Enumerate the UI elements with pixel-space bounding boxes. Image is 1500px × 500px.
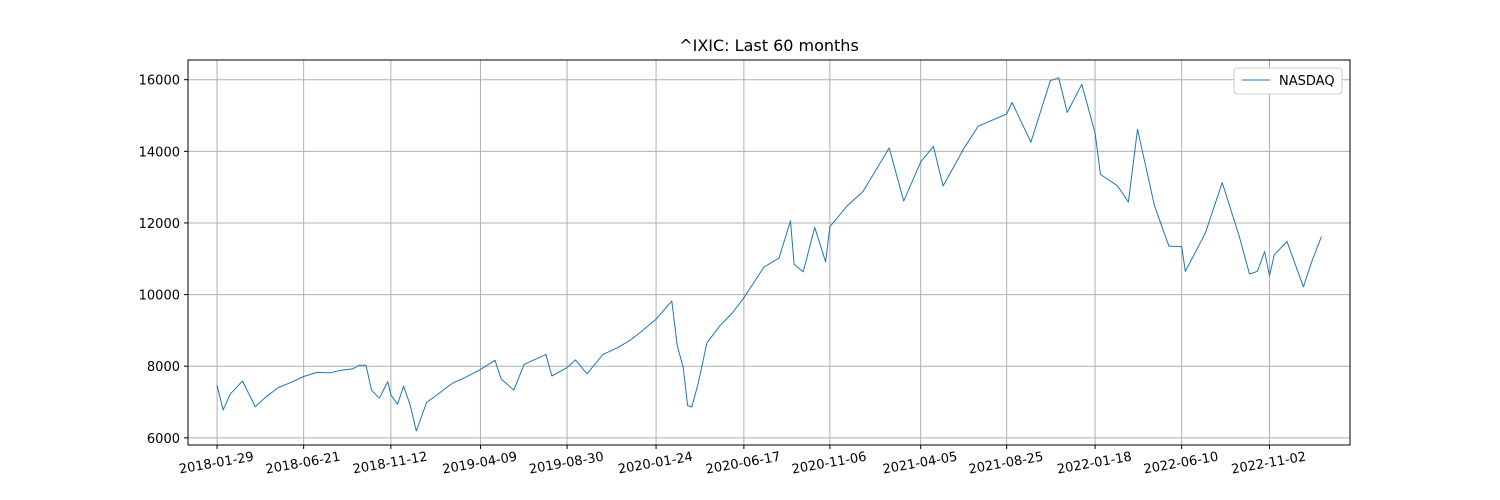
y-tick-label: 6000	[147, 432, 180, 447]
legend: NASDAQ	[1233, 67, 1343, 95]
y-tick-label: 12000	[139, 217, 180, 232]
legend-label: NASDAQ	[1279, 74, 1335, 89]
y-axis: 6000 8000 10000 12000 14000 16000	[139, 74, 188, 447]
y-tick-label: 10000	[139, 289, 180, 304]
y-tick-label: 8000	[147, 360, 180, 375]
chart-title: ^IXIC: Last 60 months	[679, 36, 859, 55]
y-tick-label: 14000	[139, 145, 180, 160]
series-layer	[216, 77, 1322, 432]
legend-box	[1233, 67, 1343, 95]
grid	[188, 60, 1350, 445]
series-line-nasdaq	[216, 77, 1322, 432]
y-tick-label: 16000	[139, 74, 180, 89]
plot-frame	[187, 59, 1351, 446]
